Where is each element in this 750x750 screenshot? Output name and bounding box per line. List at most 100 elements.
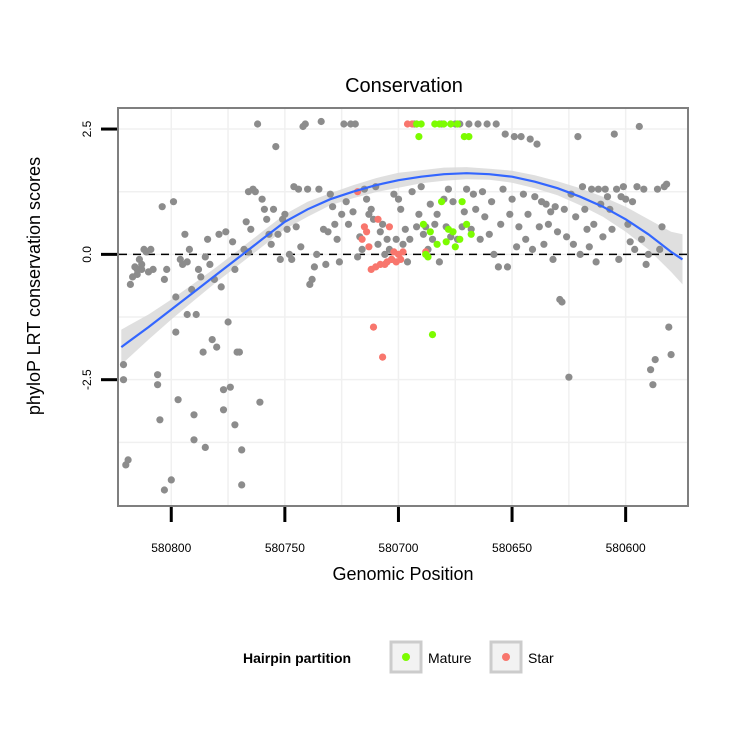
y-axis-label: phyloP LRT conservation scores — [24, 157, 44, 415]
point-mature — [458, 198, 466, 206]
point-other — [553, 228, 562, 236]
point-other — [524, 210, 532, 218]
point-mature — [426, 228, 434, 236]
point-other — [172, 293, 180, 301]
point-other — [549, 255, 557, 263]
point-other — [558, 298, 566, 306]
point-other — [331, 220, 339, 228]
point-other — [667, 351, 675, 359]
point-other — [174, 396, 182, 404]
legend-key-star — [489, 640, 523, 674]
point-other — [417, 183, 425, 191]
point-other — [308, 275, 316, 283]
confidence-band — [121, 167, 683, 365]
point-other — [665, 323, 673, 331]
point-other — [367, 205, 375, 213]
point-other — [626, 238, 634, 246]
y-tick-label: -2.5 — [80, 369, 94, 390]
point-other — [499, 185, 507, 193]
point-other — [449, 198, 457, 206]
point-star — [365, 243, 373, 251]
point-other — [656, 245, 664, 253]
point-other — [478, 188, 487, 196]
point-other — [408, 188, 416, 196]
point-other — [485, 230, 493, 238]
point-other — [310, 263, 318, 271]
point-other — [435, 258, 443, 266]
point-other — [649, 381, 657, 389]
point-other — [119, 376, 128, 384]
point-other — [390, 190, 398, 198]
point-other — [494, 263, 502, 271]
point-other — [381, 250, 389, 258]
point-other — [658, 223, 666, 231]
point-other — [213, 343, 221, 351]
point-other — [519, 190, 528, 198]
point-other — [633, 183, 641, 191]
point-other — [615, 255, 623, 263]
point-other — [297, 243, 305, 251]
point-other — [294, 185, 303, 193]
point-other — [560, 205, 568, 213]
point-other — [433, 210, 441, 218]
point-other — [204, 235, 212, 243]
y-tick-label: 2.5 — [80, 120, 94, 137]
legend-title: Hairpin partition — [243, 650, 351, 666]
point-star — [379, 353, 387, 361]
confidence-band-area — [121, 167, 683, 365]
point-other — [326, 190, 334, 198]
point-other — [242, 218, 250, 226]
point-other — [528, 245, 537, 253]
point-mature — [417, 120, 425, 128]
point-other — [467, 225, 475, 233]
point-other — [397, 205, 405, 213]
point-other — [513, 243, 521, 251]
point-other — [472, 205, 480, 213]
point-other — [394, 195, 403, 203]
point-other — [219, 386, 228, 394]
point-mature — [424, 253, 432, 261]
point-mature — [433, 240, 441, 248]
point-other — [431, 220, 439, 228]
point-other — [238, 446, 246, 454]
point-other — [217, 283, 225, 291]
point-other — [508, 195, 516, 203]
point-other — [342, 198, 350, 206]
point-other — [329, 203, 337, 211]
grid-lines — [119, 109, 687, 505]
point-other — [540, 240, 548, 248]
point-other — [581, 205, 589, 213]
point-other — [351, 120, 359, 128]
point-other — [226, 383, 234, 391]
point-other — [533, 140, 541, 148]
point-other — [413, 223, 421, 231]
legend-label-star: Star — [528, 650, 554, 666]
point-other — [501, 130, 509, 138]
y-axis-ticks: 2.5 0.0 -2.5 — [80, 120, 117, 390]
x-tick-label: 580650 — [492, 541, 532, 555]
point-other — [635, 122, 643, 131]
point-other — [663, 180, 671, 188]
point-other — [124, 456, 132, 464]
point-other — [628, 198, 637, 206]
point-other — [138, 260, 146, 268]
point-other — [610, 130, 618, 138]
point-other — [247, 225, 255, 233]
point-other — [444, 185, 452, 193]
point-other — [272, 143, 280, 151]
point-other — [522, 235, 530, 243]
legend: Hairpin partition Mature Star — [243, 640, 554, 674]
x-tick-label: 580600 — [606, 541, 646, 555]
point-other — [251, 188, 259, 196]
point-other — [542, 200, 550, 208]
point-other — [510, 133, 518, 141]
point-other — [138, 265, 146, 273]
point-other — [206, 260, 214, 268]
point-other — [426, 200, 434, 208]
point-other — [653, 185, 662, 193]
point-other — [640, 185, 648, 193]
point-other — [229, 238, 237, 246]
point-other — [335, 258, 343, 266]
point-mature — [438, 198, 446, 206]
point-other — [463, 185, 471, 193]
